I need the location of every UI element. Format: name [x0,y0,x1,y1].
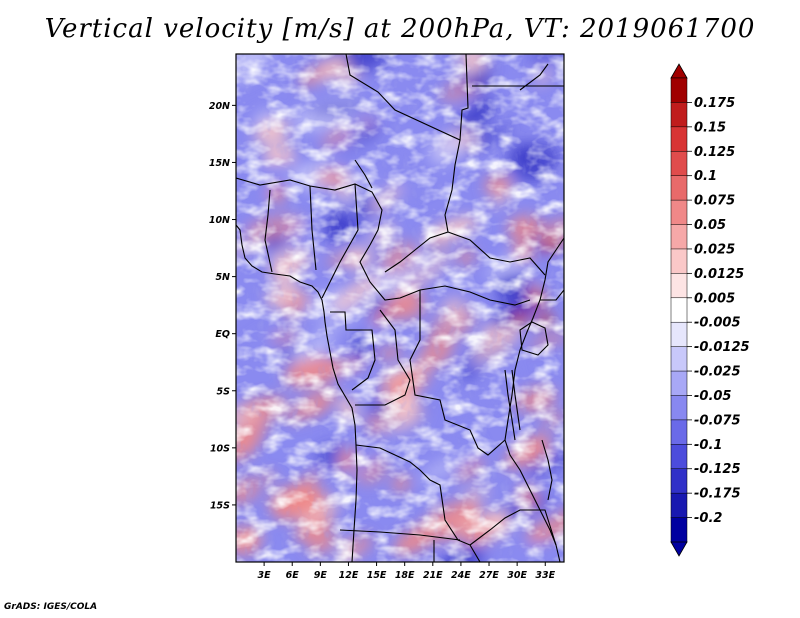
colorbar-label: -0.2 [694,511,722,526]
political-boundaries [236,54,564,562]
colorbar-segment [670,370,688,397]
colorbar-label: 0.175 [694,96,735,111]
colorbar-segment [670,248,688,274]
colorbar-label: 0.125 [694,145,735,160]
colorbar-segment [670,492,688,519]
border-zambia [469,509,557,546]
lake-victoria [519,321,549,356]
border-sahel [236,177,383,246]
colorbar-segment [670,126,688,152]
colorbar-segment [670,175,688,201]
lake-malawi [541,439,553,501]
border-drc [409,290,506,456]
colorbar-label: 0.0125 [694,267,744,282]
colorbar: 0.175 0.15 0.125 0.1 0.075 0.05 0.025 0.0125 0.0… [670,63,750,557]
map-frame [235,53,565,563]
border-angola [339,444,471,546]
velocity-field [236,54,564,562]
lon-tick-label: 12E [339,570,359,581]
lon-tick-label: 33E [535,570,555,581]
colorbar-label: -0.125 [694,462,741,477]
coast-detail [354,63,564,301]
colorbar-label: -0.05 [694,389,731,404]
colorbar-label: 0.15 [694,120,726,135]
border-congo [330,309,411,406]
lon-tick-label: 9E [314,570,328,581]
lon-tick-label: 18E [395,570,415,581]
lat-tick-label: 15S [210,500,230,511]
border-sahara [345,54,469,141]
lon-tick-label: 3E [258,570,272,581]
colorbar-label: -0.0125 [694,340,750,355]
border-south-sudan [447,231,546,276]
colorbar-segment [670,321,688,348]
lat-tick-label: EQ [215,329,230,340]
lat-tick-label: 15N [209,158,230,169]
lon-tick-label: 21E [423,570,443,581]
field-texture-white [236,54,564,562]
colorbar-segment [670,468,688,494]
colorbar-segment [670,77,688,103]
colorbar-segment [670,517,688,543]
border-nigeria [264,183,359,299]
colorbar-label: -0.175 [694,487,741,502]
coastline-west [236,224,358,562]
lat-tick-label: 10S [210,443,230,454]
map-title: Vertical velocity [m/s] at 200hPa, VT: 2… [44,14,756,44]
colorbar-segment [670,151,688,177]
lon-tick-label: 30E [507,570,527,581]
colorbar-bottom-arrow [670,541,688,557]
colorbar-label: 0.1 [694,169,717,184]
lat-tick-label: 5S [217,386,231,397]
grads-credit: GrADS: IGES/COLA [4,602,98,612]
lat-tick-label: 5N [215,272,230,283]
lon-tick-label: 27E [479,570,499,581]
colorbar-label: 0.005 [694,291,735,306]
longitude-axis: 3E 6E 9E 12E 15E 18E 21E 24E 27E 30E 33E [258,562,556,581]
colorbar-label: 0.025 [694,242,735,257]
lake-tanganyika [504,369,521,441]
latitude-axis: 20N 15N 10N 5N EQ 5S 10S 15S [209,101,236,511]
colorbar-segment [670,102,688,128]
colorbar-label: 0.05 [694,218,726,233]
lat-tick-label: 20N [209,101,230,112]
colorbar-segment [670,273,688,299]
colorbar-segment [670,346,688,372]
colorbar-label: -0.005 [694,316,741,331]
colorbar-top-arrow [670,63,688,79]
colorbar-segment [670,297,688,323]
colorbar-label: 0.075 [694,194,735,209]
colorbar-label: -0.025 [694,365,741,380]
colorbar-label: -0.075 [694,413,741,428]
lon-tick-label: 6E [286,570,300,581]
colorbar-segment [670,224,688,250]
colorbar-segment [670,199,688,226]
colorbar-label: -0.1 [694,438,722,453]
colorbar-segment [670,395,688,421]
colorbar-segment [670,419,688,445]
lon-tick-label: 24E [451,570,471,581]
lon-tick-label: 15E [367,570,387,581]
border-south [433,540,481,562]
lat-tick-label: 10N [209,215,230,226]
colorbar-segment [670,444,688,470]
